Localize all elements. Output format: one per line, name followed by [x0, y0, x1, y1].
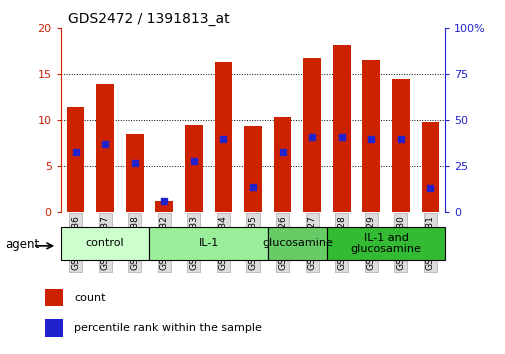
Bar [273, 117, 291, 212]
Text: IL-1 and
glucosamine: IL-1 and glucosamine [350, 233, 421, 254]
Bar [243, 126, 262, 212]
Bar [61, 227, 149, 260]
Text: count: count [74, 292, 105, 303]
Bar [155, 201, 173, 212]
Bar [67, 107, 84, 212]
Text: control: control [86, 238, 124, 249]
Bar [332, 45, 350, 212]
Bar [267, 227, 326, 260]
Bar [362, 59, 379, 212]
Text: glucosamine: glucosamine [262, 238, 332, 249]
Text: agent: agent [5, 238, 39, 251]
Bar [185, 125, 203, 212]
Text: IL-1: IL-1 [198, 238, 218, 249]
Bar [214, 62, 232, 212]
Bar [149, 227, 267, 260]
Text: percentile rank within the sample: percentile rank within the sample [74, 323, 261, 333]
Bar [96, 84, 114, 212]
Bar [326, 227, 444, 260]
Bar [45, 319, 63, 337]
Bar [302, 58, 320, 212]
Bar [391, 79, 409, 212]
Text: GDS2472 / 1391813_at: GDS2472 / 1391813_at [68, 12, 230, 26]
Bar [126, 134, 143, 212]
Bar [45, 289, 63, 307]
Bar [421, 122, 438, 212]
